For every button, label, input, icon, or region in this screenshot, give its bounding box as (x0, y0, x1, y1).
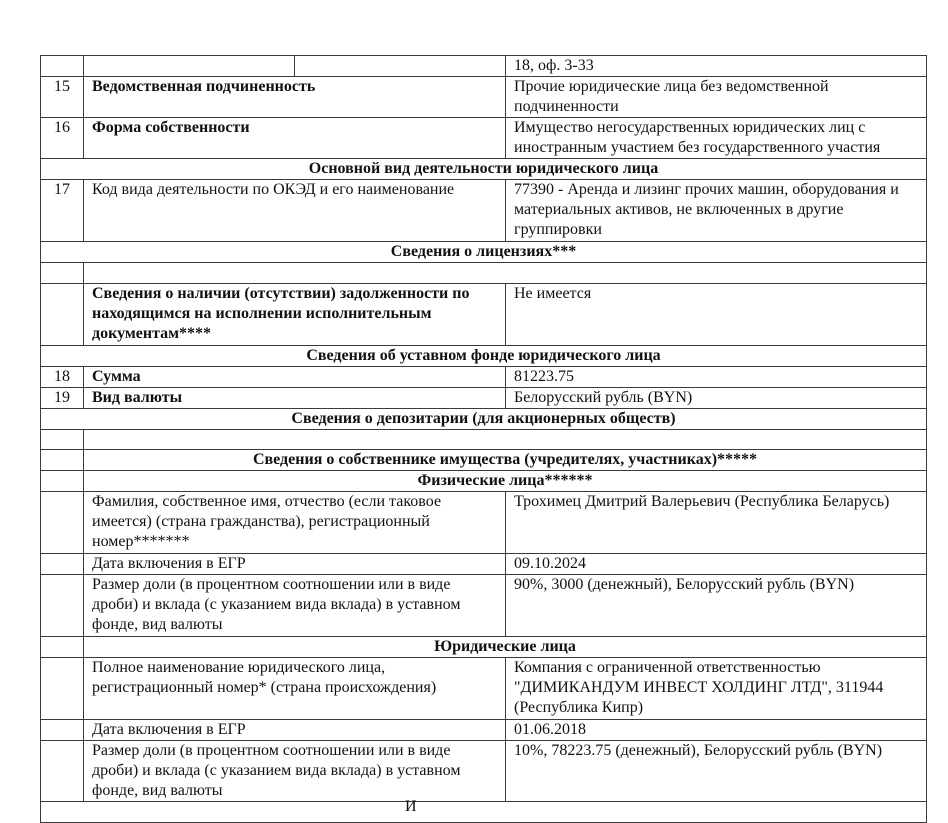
ownership-form-value: Имущество негосударственных юридических … (505, 117, 927, 160)
table-row: 15 Ведомственная подчиненность Прочие юр… (40, 75, 927, 119)
table-row: 19 Вид валюты Белорусский рубль (BYN) (40, 386, 927, 409)
individuals-header: Физические лица****** (83, 470, 927, 493)
section-header-row: Физические лица****** (40, 470, 927, 493)
row-number-cell (40, 470, 84, 493)
debt-value: Не имеется (505, 282, 927, 346)
individual-date-label: Дата включения в ЕГР (83, 552, 506, 575)
debt-label: Сведения о наличии (отсутствии) задолжен… (83, 282, 506, 346)
legal-share-value: 10%, 78223.75 (денежный), Белорусский ру… (505, 739, 927, 803)
empty-cell (83, 262, 927, 284)
charter-fund-header: Сведения об уставном фонде юридического … (40, 344, 927, 367)
individual-share-value: 90%, 3000 (денежный), Белорусский рубль … (505, 573, 927, 637)
row-number: 16 (40, 117, 84, 160)
empty-row (40, 262, 927, 284)
activity-code-value: 77390 - Аренда и лизинг прочих машин, об… (505, 179, 927, 243)
cut-off-header-text: И (405, 798, 417, 815)
row-number-cell (40, 428, 84, 451)
section-header-row: Основной вид деятельности юридического л… (40, 158, 927, 181)
empty-row (40, 428, 927, 451)
row-number: 15 (40, 75, 84, 119)
section-header-row: Юридические лица (40, 635, 927, 658)
main-activity-header: Основной вид деятельности юридического л… (40, 158, 927, 181)
row-number-cell (40, 573, 84, 637)
row-number: 18 (40, 365, 84, 388)
legal-name-value: Компания с ограниченной ответственностью… (505, 656, 927, 720)
row-number-cell (40, 739, 84, 803)
label-cell (83, 55, 295, 77)
legal-name-label: Полное наименование юридического лица, р… (83, 656, 506, 720)
currency-value: Белорусский рубль (BYN) (505, 386, 927, 409)
ownership-form-label: Форма собственности (83, 117, 506, 160)
legal-date-label: Дата включения в ЕГР (83, 718, 506, 741)
sum-label: Сумма (83, 365, 506, 388)
legal-date-value: 01.06.2018 (505, 718, 927, 741)
individual-share-label: Размер доли (в процентном соотношении ил… (83, 573, 506, 637)
table-row: Сведения о наличии (отсутствии) задолжен… (40, 282, 927, 346)
row-number-cell (40, 491, 84, 554)
licenses-header: Сведения о лицензиях*** (40, 241, 927, 264)
subordination-value: Прочие юридические лица без ведомственно… (505, 75, 927, 119)
owner-header: Сведения о собственнике имущества (учред… (83, 449, 927, 472)
depositary-header: Сведения о депозитарии (для акционерных … (40, 407, 927, 430)
table-row: Размер доли (в процентном соотношении ил… (40, 573, 927, 637)
label-cell (294, 55, 506, 77)
sum-value: 81223.75 (505, 365, 927, 388)
row-number-cell (40, 282, 84, 346)
section-header-row: Сведения о собственнике имущества (учред… (40, 449, 927, 472)
legal-share-label: Размер доли (в процентном соотношении ил… (83, 739, 506, 803)
row-number-cell (40, 449, 84, 472)
individual-name-label: Фамилия, собственное имя, отчество (если… (83, 491, 506, 554)
section-header-row: Сведения о депозитарии (для акционерных … (40, 407, 927, 430)
table-row: 18, оф. 3-33 (40, 55, 927, 77)
section-header-row: Сведения об уставном фонде юридического … (40, 344, 927, 367)
individual-date-value: 09.10.2024 (505, 552, 927, 575)
row-number-cell (40, 718, 84, 741)
table-row: 16 Форма собственности Имущество негосуд… (40, 117, 927, 160)
table-row: Фамилия, собственное имя, отчество (если… (40, 491, 927, 554)
row-number-cell (40, 552, 84, 575)
table-row: Дата включения в ЕГР 09.10.2024 (40, 552, 927, 575)
table-row: Полное наименование юридического лица, р… (40, 656, 927, 720)
subordination-label: Ведомственная подчиненность (83, 75, 506, 119)
address-value: 18, оф. 3-33 (505, 55, 927, 77)
row-number-cell (40, 656, 84, 720)
individual-name-value: Трохимец Дмитрий Валерьевич (Республика … (505, 491, 927, 554)
empty-cell (83, 428, 927, 451)
row-number-cell (40, 55, 84, 77)
registry-extract-table: 18, оф. 3-33 15 Ведомственная подчиненно… (40, 55, 927, 823)
table-row: Дата включения в ЕГР 01.06.2018 (40, 718, 927, 741)
cut-off-row (40, 801, 927, 823)
row-number-cell (40, 262, 84, 284)
table-row: Размер доли (в процентном соотношении ил… (40, 739, 927, 803)
table-row: 17 Код вида деятельности по ОКЭД и его н… (40, 179, 927, 243)
section-header-row: Сведения о лицензиях*** (40, 241, 927, 264)
row-number-cell (40, 635, 84, 658)
currency-label: Вид валюты (83, 386, 506, 409)
section-header-row (40, 801, 927, 823)
activity-code-label: Код вида деятельности по ОКЭД и его наим… (83, 179, 506, 243)
row-number: 17 (40, 179, 84, 243)
table-row: 18 Сумма 81223.75 (40, 365, 927, 388)
legal-entities-header: Юридические лица (83, 635, 927, 658)
row-number: 19 (40, 386, 84, 409)
